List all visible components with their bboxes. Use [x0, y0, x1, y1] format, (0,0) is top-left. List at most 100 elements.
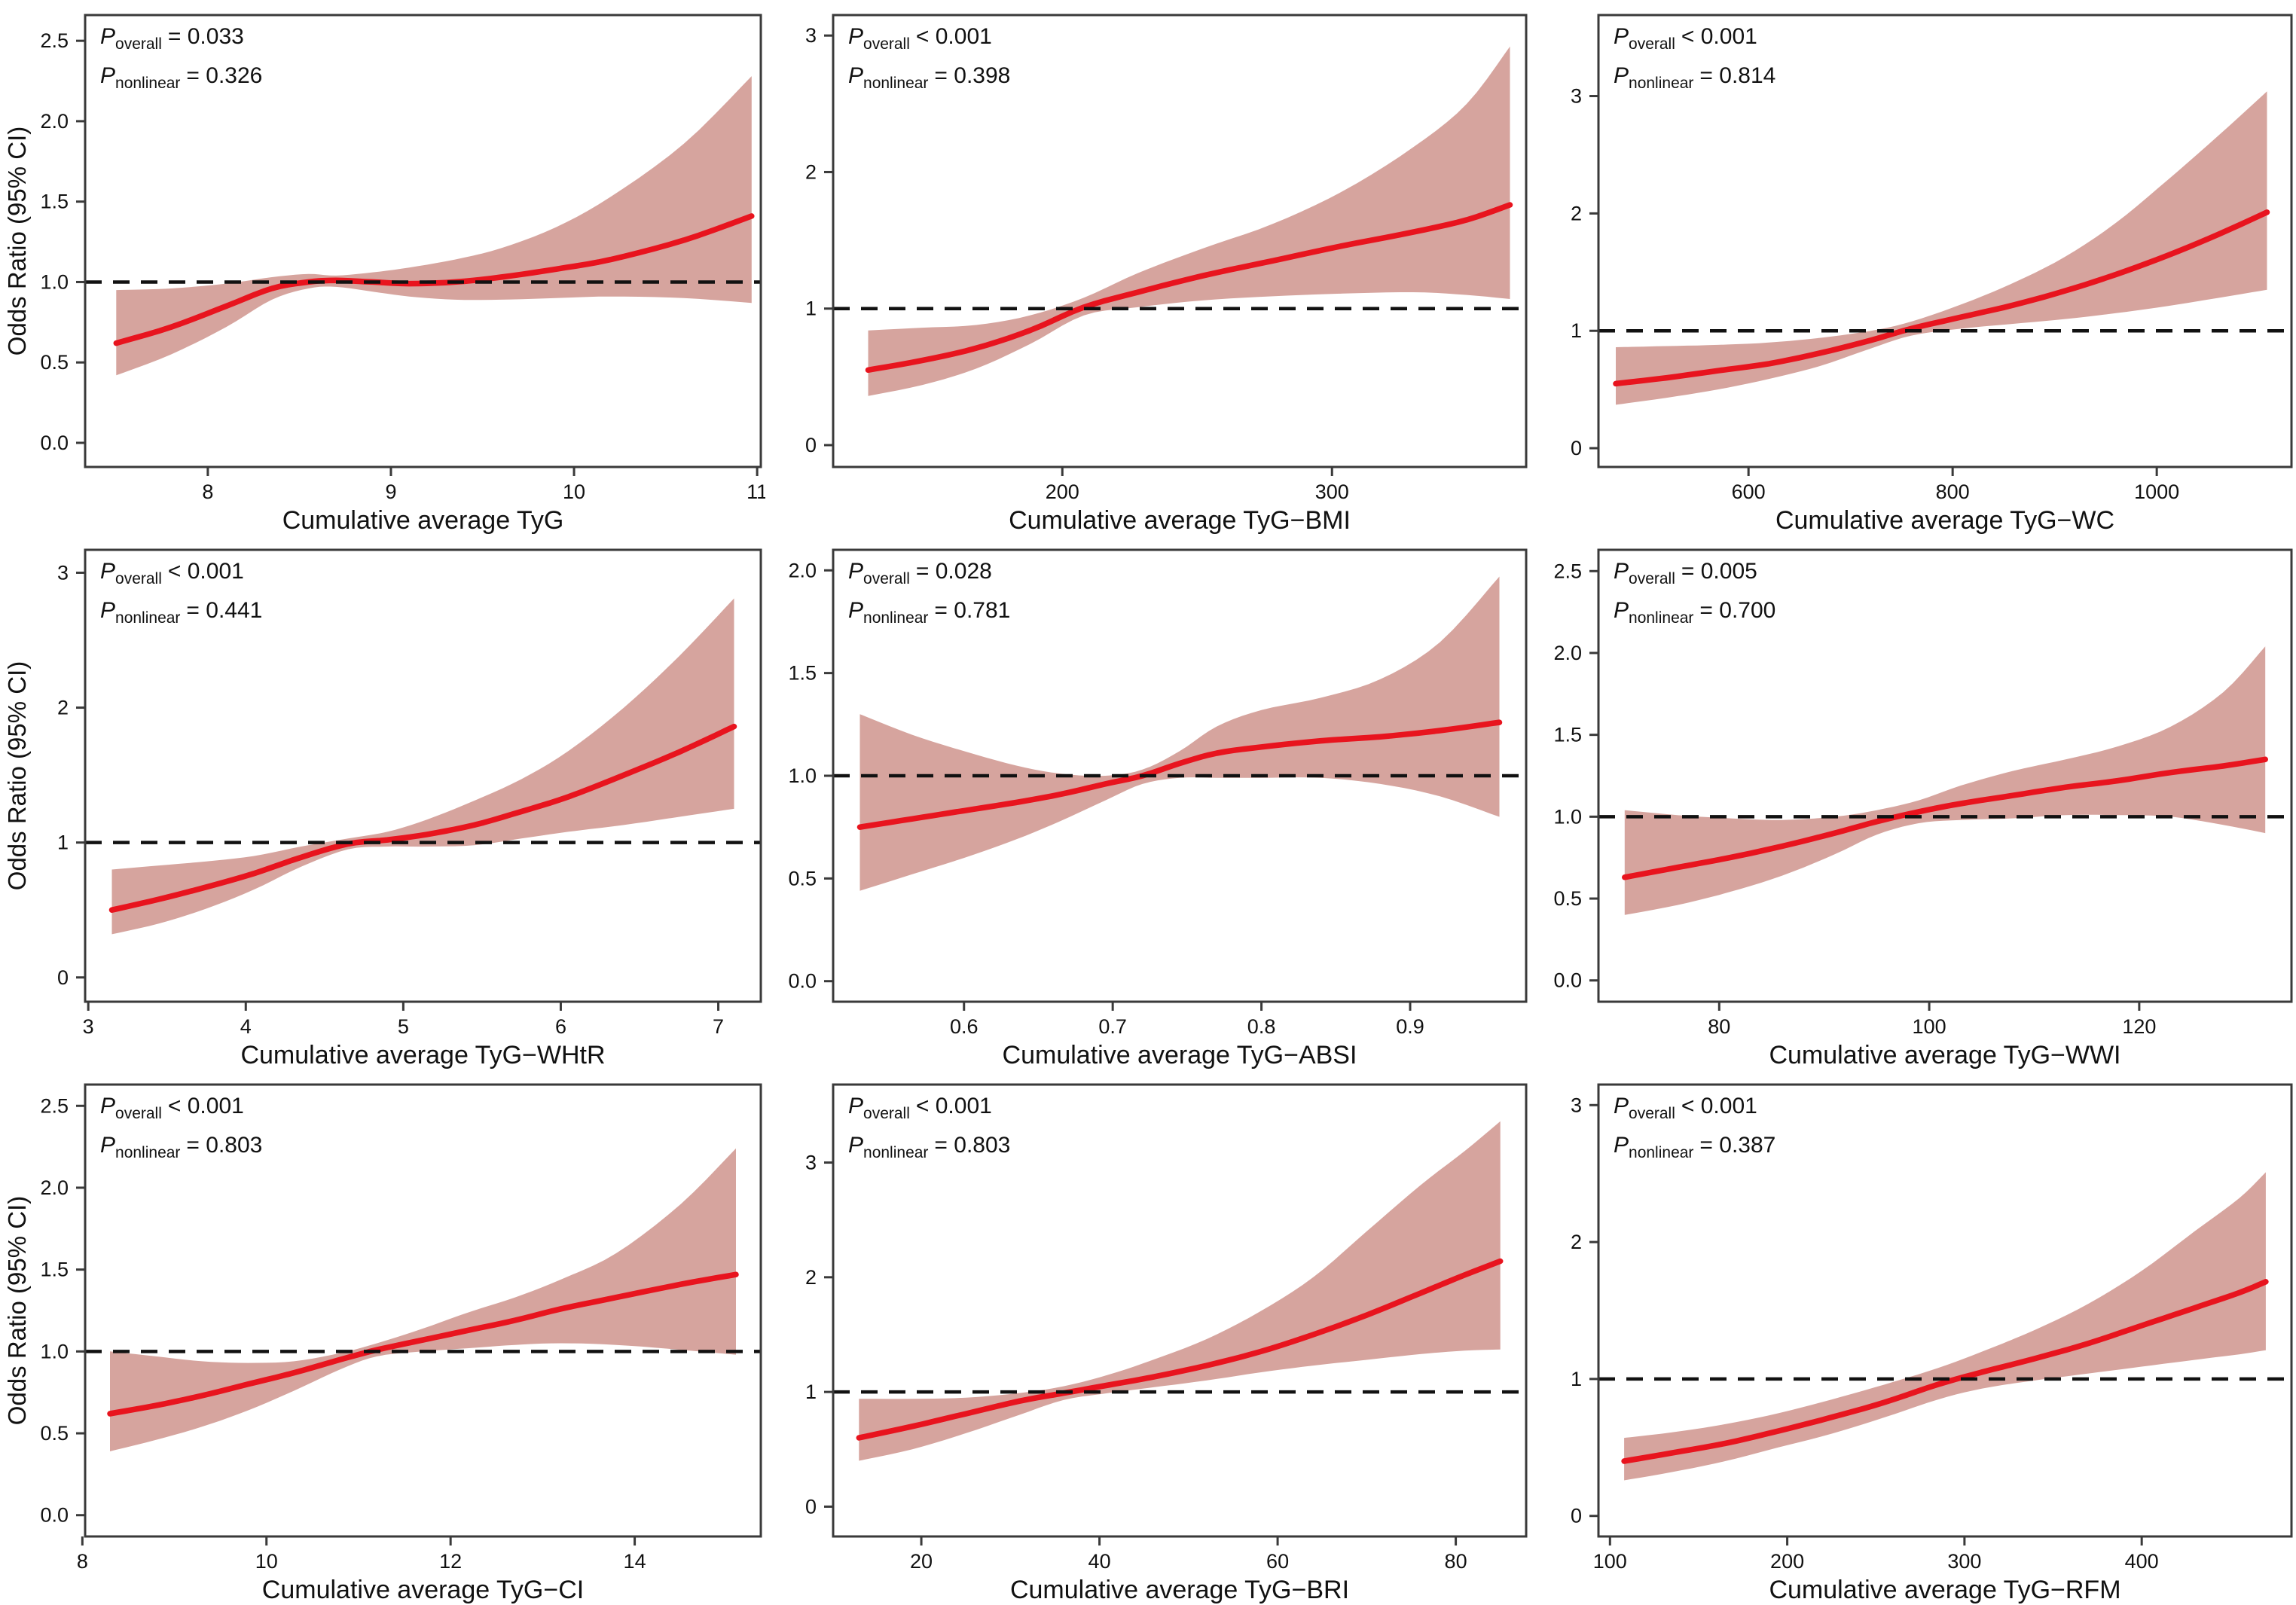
y-tick-label: 0 [1571, 437, 1582, 459]
y-tick-label: 0 [57, 966, 69, 989]
x-tick-label: 100 [1593, 1550, 1627, 1573]
y-tick-label: 0.0 [1553, 969, 1582, 992]
y-tick-label: 0.5 [40, 351, 69, 374]
x-tick-label: 0.7 [1098, 1015, 1127, 1038]
y-tick-label: 0 [805, 434, 817, 456]
x-axis-title: Cumulative average TyG−WHtR [240, 1041, 605, 1069]
plot-box [1597, 14, 2293, 468]
x-tick-label: 1000 [2134, 481, 2179, 503]
confidence-band [868, 46, 1510, 396]
p-overall-annotation: Poverall < 0.001 [100, 1094, 244, 1122]
plot-area [865, 46, 1513, 396]
plot-box [84, 14, 762, 468]
x-tick-label: 600 [1732, 481, 1766, 503]
y-tick-label: 2.5 [40, 1094, 69, 1117]
x-tick-label: 80 [1708, 1015, 1730, 1038]
p-nonlinear-annotation: Pnonlinear = 0.387 [1614, 1133, 1775, 1161]
y-tick-label: 1.5 [1553, 724, 1582, 746]
confidence-band [859, 576, 1500, 891]
panel-tyg-wc: 0 1 2 3 600 800 1000 Cumulative average TyG−WC P… [1571, 14, 2293, 535]
y-tick-label: 2.0 [1553, 642, 1582, 664]
y-axis-title: Odds Ratio (95% CI) [3, 127, 31, 355]
panel-cell-tyg-wwi: 0.0 0.5 1.0 1.5 2.0 2.5 80 100 120 Cumulative ave… [1531, 535, 2296, 1069]
plot-box [1597, 1083, 2293, 1538]
y-tick-label: 1 [805, 1381, 817, 1403]
panel-tyg-bmi: 0 1 2 3 200 300 Cumulative average TyG−BMI Pove… [805, 14, 1528, 535]
y-tick-label: 1.0 [40, 270, 69, 293]
x-tick-label: 0.9 [1396, 1015, 1424, 1038]
panel-cell-tyg-absi: 0.0 0.5 1.0 1.5 2.0 0.6 0.7 0.8 0.9 Cumulative av… [765, 535, 1531, 1069]
p-overall-annotation: Poverall = 0.033 [100, 24, 244, 53]
x-axis-title: Cumulative average TyG−WWI [1769, 1041, 2120, 1069]
panel-tyg-bri: 0 1 2 3 20 40 60 80 Cumulative average TyG−BRI Po… [805, 1083, 1528, 1604]
p-nonlinear-annotation: Pnonlinear = 0.781 [848, 598, 1010, 627]
x-axis-title: Cumulative average TyG−BMI [1009, 506, 1351, 535]
plot-box [832, 14, 1528, 468]
plot-area [856, 1121, 1504, 1461]
x-tick-label: 200 [1770, 1550, 1804, 1573]
p-overall-annotation: Poverall < 0.001 [848, 1094, 992, 1122]
p-nonlinear-annotation: Pnonlinear = 0.814 [1614, 63, 1775, 92]
confidence-band [859, 1121, 1501, 1461]
x-tick-label: 200 [1046, 481, 1079, 503]
y-tick-label: 0.5 [40, 1422, 69, 1445]
y-tick-label: 3 [57, 561, 69, 584]
y-tick-label: 1.0 [40, 1340, 69, 1362]
confidence-band [111, 598, 734, 935]
x-tick-label: 4 [240, 1015, 252, 1038]
p-nonlinear-annotation: Pnonlinear = 0.398 [848, 63, 1010, 92]
p-overall-annotation: Poverall = 0.028 [848, 559, 992, 587]
x-tick-label: 14 [624, 1550, 646, 1573]
p-overall-annotation: Poverall < 0.001 [848, 24, 992, 53]
y-tick-label: 3 [1571, 85, 1582, 108]
y-tick-label: 2.5 [40, 29, 69, 52]
plot-box [832, 1083, 1528, 1538]
panel-tyg-whtr: 0 1 2 3 3 4 5 6 7 Cumulative average TyG−WHtR Odds… [3, 548, 762, 1069]
panel-cell-tyg-whtr: 0 1 2 3 3 4 5 6 7 Cumulative average TyG−WHtR Odds… [0, 535, 765, 1069]
y-tick-label: 0.0 [40, 432, 69, 454]
x-tick-label: 6 [555, 1015, 566, 1038]
x-tick-label: 120 [2122, 1015, 2156, 1038]
panel-cell-tyg-bmi: 0 1 2 3 200 300 Cumulative average TyG−BMI Pove… [765, 0, 1531, 535]
x-tick-label: 400 [2125, 1550, 2159, 1573]
y-tick-label: 3 [1571, 1094, 1582, 1116]
y-tick-label: 2 [805, 1266, 817, 1289]
y-tick-label: 2.5 [1553, 560, 1582, 582]
x-tick-label: 800 [1936, 481, 1970, 503]
plot-area [856, 576, 1503, 891]
panel-tyg-ci: 0.0 0.5 1.0 1.5 2.0 2.5 8 10 12 14 Cumulative aver… [3, 1083, 762, 1604]
x-tick-label: 300 [1947, 1550, 1981, 1573]
x-tick-label: 0.8 [1247, 1015, 1276, 1038]
plot-box [84, 548, 762, 1003]
y-tick-label: 0.5 [1553, 887, 1582, 910]
y-tick-label: 1.5 [40, 1259, 69, 1281]
p-overall-annotation: Poverall = 0.005 [1614, 559, 1757, 587]
p-overall-annotation: Poverall < 0.001 [1614, 1094, 1757, 1122]
confidence-band [110, 1148, 736, 1451]
p-overall-annotation: Poverall < 0.001 [1614, 24, 1757, 53]
plot-area [108, 598, 737, 935]
x-axis-title: Cumulative average TyG [282, 506, 564, 535]
x-tick-label: 5 [398, 1015, 409, 1038]
y-tick-label: 2.0 [788, 559, 817, 581]
x-tick-label: 10 [255, 1550, 278, 1573]
x-axis-title: Cumulative average TyG−RFM [1769, 1576, 2120, 1604]
x-tick-label: 20 [910, 1550, 933, 1573]
x-tick-label: 8 [77, 1550, 88, 1573]
x-axis-title: Cumulative average TyG−CI [262, 1576, 584, 1604]
panel-cell-tyg-rfm: 0 1 2 3 100 200 300 400 Cumulative average TyG−R… [1531, 1069, 2296, 1605]
odds-ratio-spline [856, 1258, 1504, 1441]
x-tick-label: 12 [439, 1550, 462, 1573]
y-tick-label: 1 [1571, 319, 1582, 342]
x-tick-label: 300 [1315, 481, 1349, 503]
plot-box [84, 1083, 762, 1538]
y-tick-label: 0.5 [788, 867, 817, 889]
x-tick-label: 10 [563, 481, 585, 503]
y-axis-title: Odds Ratio (95% CI) [3, 661, 31, 890]
confidence-band [1616, 91, 2267, 405]
x-tick-label: 40 [1088, 1550, 1111, 1573]
y-tick-label: 2.0 [40, 1176, 69, 1199]
